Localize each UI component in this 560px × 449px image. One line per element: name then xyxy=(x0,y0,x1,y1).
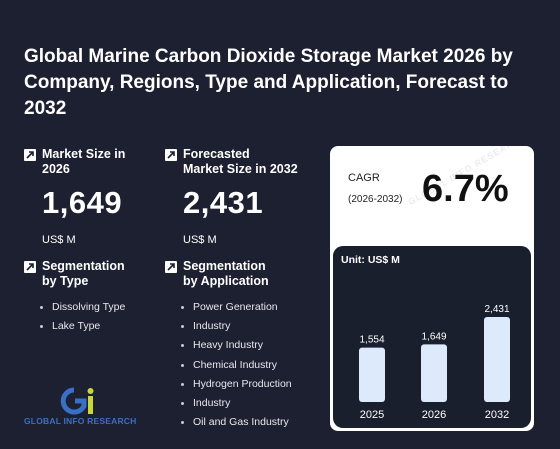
bar-2025 xyxy=(359,347,385,402)
page-title: Global Marine Carbon Dioxide Storage Mar… xyxy=(24,46,513,119)
forecast-size-unit: US$ M xyxy=(183,234,217,246)
list-item: Dissolving Type xyxy=(40,298,125,317)
forecast-size-block: Forecasted Market Size in 2032 2,431 US$… xyxy=(165,147,325,247)
market-size-label: Market Size in 2026 xyxy=(42,147,126,176)
chart-unit-label: Unit: US$ M xyxy=(341,254,400,266)
cagr-label: CAGR xyxy=(348,172,380,184)
list-item: Industry xyxy=(181,317,292,336)
bar-chart-svg: 1,554 2025 1,649 2026 2,431 2032 xyxy=(359,304,510,421)
value-label-2032: 2,431 xyxy=(484,304,509,315)
list-item: Hydrogen Production xyxy=(181,375,292,394)
cagr-value: 6.7% xyxy=(422,168,509,210)
forecast-size-label: Forecasted Market Size in 2032 xyxy=(183,147,298,176)
category-label-2026: 2026 xyxy=(422,409,446,421)
segmentation-type-block: Segmentation by Type Dissolving Type Lak… xyxy=(24,259,164,349)
trend-up-icon xyxy=(24,149,36,161)
value-label-2026: 1,649 xyxy=(421,331,446,342)
cagr-card: GLOBAL INFO RESEARCH CAGR (2026-2032) 6.… xyxy=(330,146,534,431)
bar-2032 xyxy=(484,317,510,402)
segmentation-application-block: Segmentation by Application Power Genera… xyxy=(165,259,325,439)
trend-up-icon xyxy=(165,261,177,273)
list-item: Lake Type xyxy=(40,317,125,336)
segmentation-application-label: Segmentation by Application xyxy=(183,259,269,288)
brand-logo: GLOBAL INFO RESEARCH xyxy=(24,386,144,430)
market-size-block: Market Size in 2026 1,649 US$ M xyxy=(24,147,164,247)
category-label-2025: 2025 xyxy=(360,409,384,421)
list-item: Industry xyxy=(181,394,292,413)
trend-up-icon xyxy=(165,149,177,161)
list-item: Heavy Industry xyxy=(181,336,292,355)
list-item: Chemical Industry xyxy=(181,356,292,375)
bar-2026 xyxy=(421,344,447,402)
application-list: Power Generation Industry Heavy Industry… xyxy=(181,298,292,432)
gi-logo-icon xyxy=(60,387,94,415)
value-label-2025: 1,554 xyxy=(359,335,384,346)
cagr-years: (2026-2032) xyxy=(348,194,403,205)
type-list: Dissolving Type Lake Type xyxy=(40,298,125,336)
logo-text: GLOBAL INFO RESEARCH xyxy=(24,416,137,426)
category-label-2032: 2032 xyxy=(485,409,509,421)
segmentation-type-label: Segmentation by Type xyxy=(42,259,125,288)
trend-up-icon xyxy=(24,261,36,273)
market-size-value: 1,649 xyxy=(42,185,123,220)
list-item: Power Generation xyxy=(181,298,292,317)
market-size-unit: US$ M xyxy=(42,234,76,246)
bar-chart: Unit: US$ M 1,554 2025 1,649 2026 2,431 2032 xyxy=(333,246,531,428)
list-item: Oil and Gas Industry xyxy=(181,413,292,432)
forecast-size-value: 2,431 xyxy=(183,185,264,220)
